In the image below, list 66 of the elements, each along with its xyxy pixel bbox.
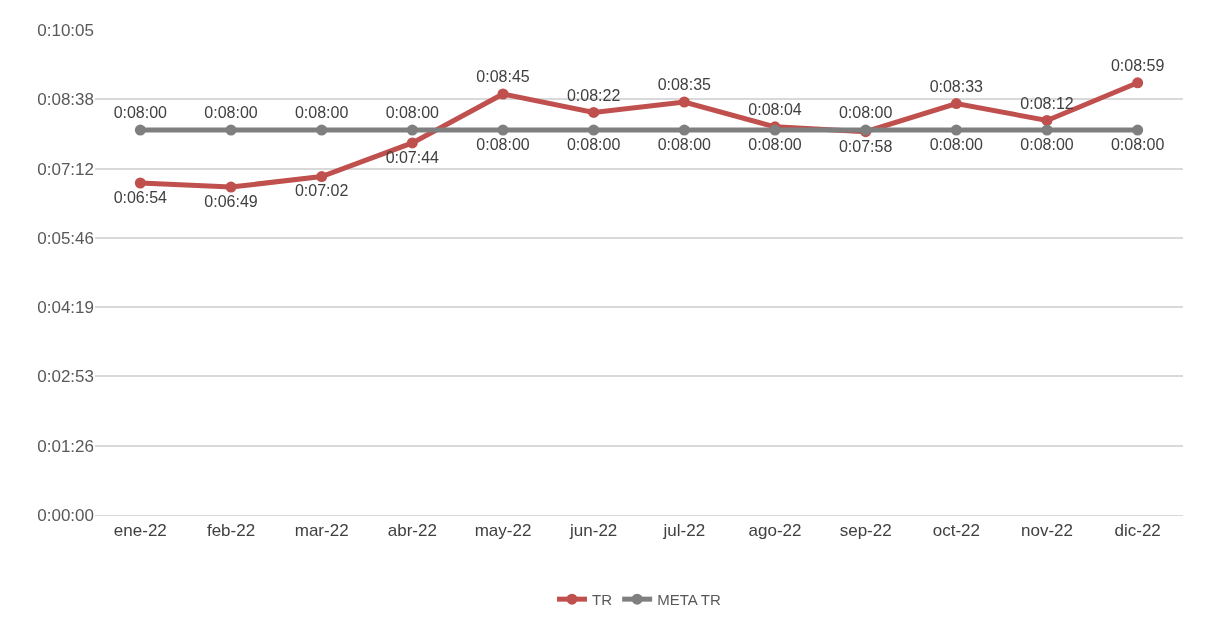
point: [950, 124, 962, 136]
data-label: 0:08:33: [929, 77, 984, 95]
point: [497, 88, 509, 100]
y-tick-label: 0:02:53: [37, 367, 94, 387]
data-label: 0:08:45: [476, 68, 530, 86]
point: [588, 124, 600, 136]
point: [316, 124, 328, 136]
data-label: 0:08:00: [838, 104, 893, 122]
x-tick-label: jul-22: [662, 521, 706, 541]
data-label: 0:08:00: [929, 135, 984, 153]
x-tick-label: ene-22: [113, 521, 167, 541]
point: [497, 124, 509, 136]
data-label: 0:08:35: [657, 76, 712, 94]
data-label: 0:08:00: [385, 104, 440, 122]
y-tick-label: 0:01:26: [37, 436, 94, 456]
y-tick-label: 0:10:05: [37, 20, 94, 40]
data-label: 0:08:00: [1110, 135, 1165, 153]
point: [1041, 114, 1053, 126]
point: [316, 171, 328, 183]
data-label: 0:07:58: [838, 137, 893, 155]
x-tick-label: mar-22: [294, 521, 349, 541]
point: [134, 124, 146, 136]
legend-label: TR: [592, 591, 613, 608]
data-label: 0:08:04: [748, 101, 802, 118]
data-label: 0:08:00: [657, 135, 712, 153]
data-label: 0:08:22: [566, 86, 621, 104]
data-label: 0:08:59: [1110, 56, 1165, 74]
x-tick-label: dic-22: [1114, 521, 1161, 541]
point: [1132, 77, 1144, 89]
point: [1132, 124, 1144, 136]
point: [134, 177, 146, 189]
point: [678, 96, 690, 108]
x-tick-label: jun-22: [569, 521, 618, 541]
point: [225, 124, 237, 136]
point: [225, 181, 237, 193]
legend-label: META TR: [657, 591, 721, 608]
data-label: 0:07:44: [385, 148, 440, 166]
data-label: 0:08:00: [476, 135, 530, 153]
data-label: 0:06:49: [204, 192, 258, 210]
data-label: 0:08:00: [113, 104, 168, 122]
data-label: 0:08:12: [1020, 94, 1074, 112]
point: [406, 124, 418, 136]
y-tick-label: 0:04:19: [37, 298, 94, 318]
data-label: 0:07:02: [294, 182, 349, 200]
y-tick-label: 0:05:46: [37, 228, 94, 248]
point: [950, 98, 962, 110]
y-tick-label: 0:07:12: [37, 159, 94, 179]
point: [406, 137, 418, 149]
x-tick-label: sep-22: [839, 521, 892, 541]
x-tick-label: abr-22: [387, 521, 437, 541]
data-label: 0:06:54: [113, 188, 168, 206]
data-label: 0:08:00: [204, 104, 258, 122]
x-tick-label: may-22: [474, 521, 532, 541]
data-label: 0:08:00: [748, 135, 802, 153]
data-label: 0:08:00: [566, 135, 621, 153]
point: [1041, 124, 1053, 136]
x-tick-label: nov-22: [1021, 521, 1073, 541]
x-tick-label: ago-22: [748, 521, 802, 541]
y-tick-label: 0:08:38: [37, 90, 94, 110]
x-tick-label: oct-22: [932, 521, 980, 541]
x-tick-label: feb-22: [206, 521, 256, 541]
point: [588, 106, 600, 118]
y-tick-label: 0:00:00: [37, 505, 94, 525]
data-label: 0:08:00: [1020, 135, 1074, 153]
data-label: 0:08:00: [294, 104, 349, 122]
point: [678, 124, 690, 136]
